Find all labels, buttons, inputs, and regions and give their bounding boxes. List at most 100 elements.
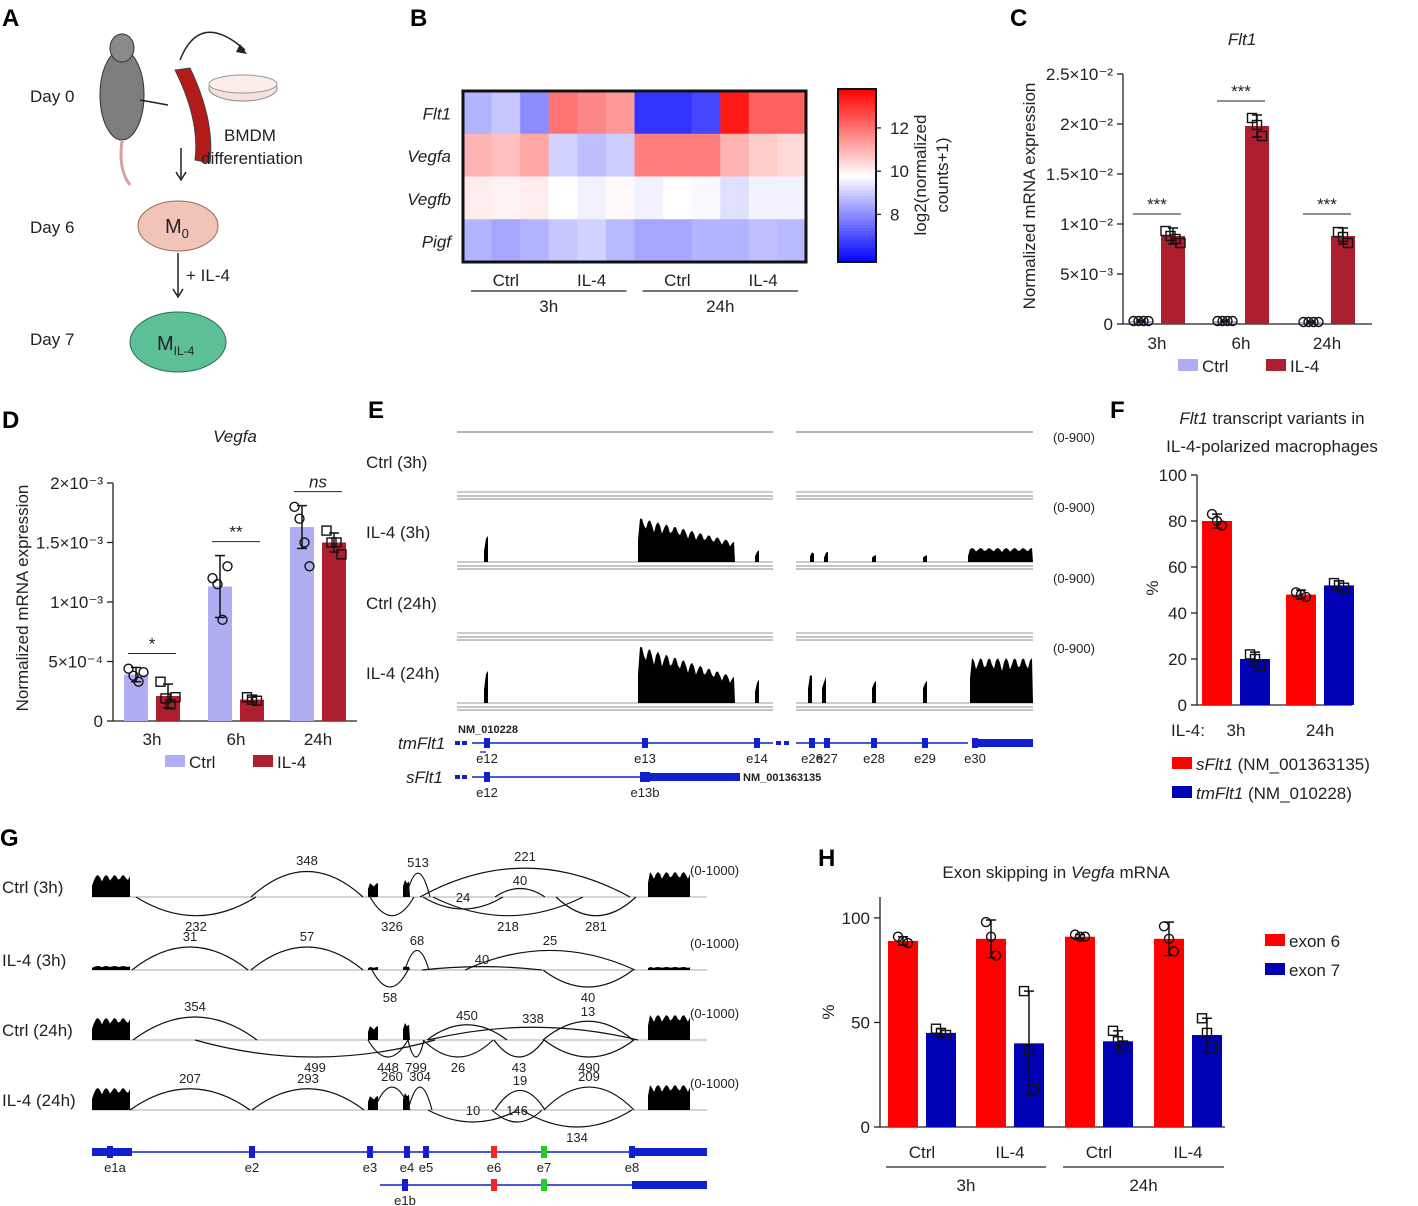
heatmap-cell — [634, 219, 664, 263]
exon — [367, 1146, 373, 1158]
heatmap-cell — [463, 219, 493, 263]
y-tick-label: 40 — [1168, 604, 1187, 623]
coverage — [824, 552, 828, 562]
junction-count: 348 — [296, 853, 318, 868]
legend-label: exon 7 — [1289, 961, 1340, 980]
junction-arc — [542, 1020, 634, 1041]
y-tick-label: 2×10⁻² — [1060, 115, 1113, 134]
data-point — [1217, 315, 1228, 327]
data-point — [331, 537, 342, 548]
y-tick-label: 80 — [1168, 512, 1187, 531]
data-point — [294, 513, 305, 524]
exon-dash — [462, 741, 467, 745]
heatmap-cell — [548, 176, 578, 220]
heatmap-cell — [777, 133, 807, 177]
data-point — [1298, 316, 1309, 328]
significance-label: *** — [1231, 82, 1251, 101]
heatmap-cell — [577, 176, 607, 220]
colorbar-step — [838, 138, 876, 142]
coverage — [822, 676, 826, 703]
data-point — [1290, 587, 1302, 598]
exon — [107, 1146, 113, 1158]
heatmap-cell — [691, 219, 721, 263]
junction-count: 490 — [578, 1060, 600, 1075]
legend-label: IL-4 — [1290, 357, 1319, 376]
colorbar-step — [838, 172, 876, 176]
colorbar-step — [838, 106, 876, 110]
colorbar-step — [838, 109, 876, 113]
data-point — [1313, 316, 1324, 328]
heatmap-cell — [663, 91, 693, 135]
data-point — [1206, 1042, 1218, 1053]
colorbar-step — [838, 129, 876, 133]
junction-count: 513 — [407, 855, 429, 870]
y-axis-label: % — [819, 1004, 838, 1019]
coverage — [872, 555, 876, 562]
heatmap-cell — [605, 176, 635, 220]
junction-arc — [419, 867, 631, 898]
y-tick-label: 0 — [861, 1118, 870, 1137]
panel-label: H — [818, 845, 835, 872]
data-point — [1163, 933, 1175, 945]
bar — [926, 1032, 956, 1127]
column-label: Ctrl — [664, 271, 690, 290]
data-point — [1018, 985, 1030, 997]
data-point — [1069, 929, 1081, 940]
colorbar-step — [838, 94, 876, 99]
heatmap-cell — [777, 219, 807, 263]
coverage — [755, 550, 759, 562]
y-tick-label: 1.5×10⁻³ — [36, 534, 103, 553]
data-point — [1338, 582, 1350, 593]
junction-count: 13 — [581, 1004, 595, 1019]
bar — [322, 542, 346, 721]
y-tick-label: 0 — [1104, 315, 1113, 334]
exon-dash — [776, 741, 781, 745]
bar — [1202, 521, 1232, 705]
data-point — [207, 573, 218, 584]
exon-label: e30 — [964, 751, 986, 766]
legend-swatch — [1172, 786, 1192, 798]
bar — [1065, 936, 1095, 1127]
data-point — [1117, 1040, 1129, 1051]
junction-arc — [367, 1039, 409, 1058]
y-tick-label: 5×10⁻³ — [1060, 265, 1113, 284]
x-tick-label: 24h — [1306, 721, 1334, 740]
junction-count: 146 — [506, 1103, 528, 1118]
significance-label: *** — [1317, 195, 1337, 214]
exon — [972, 739, 1033, 747]
x-tick-label: 3h — [143, 730, 162, 749]
junction-count: 40 — [513, 873, 527, 888]
data-point — [212, 578, 223, 590]
junction-count: 58 — [383, 990, 397, 1005]
error-bar — [986, 919, 996, 959]
y-tick-label: 20 — [1168, 650, 1187, 669]
x-tick-label: 3h — [1148, 334, 1167, 353]
junction-arc — [464, 949, 636, 971]
data-point — [1128, 315, 1139, 327]
colorbar-step — [838, 163, 876, 168]
data-point — [222, 561, 233, 572]
exon — [632, 1181, 707, 1189]
heatmap-cell — [720, 133, 750, 177]
row-label: Flt1 — [423, 104, 451, 123]
junction-count: 260 — [381, 1069, 403, 1084]
transcript-name: sFlt1 — [406, 768, 443, 787]
junction-arc — [135, 896, 257, 917]
exon-label: e13b — [631, 785, 660, 800]
data-point — [1256, 130, 1268, 142]
y-tick-label: 60 — [1168, 558, 1187, 577]
colorbar-step — [838, 158, 876, 162]
data-point — [304, 561, 315, 572]
exon — [423, 1146, 429, 1158]
row-label: Pigf — [422, 233, 454, 252]
junction-count: 25 — [543, 933, 557, 948]
y-tick-label: 5×10⁻⁴ — [48, 653, 103, 672]
coverage — [92, 966, 130, 970]
coverage — [968, 548, 1033, 562]
junction-arc — [369, 896, 415, 917]
day-label: Day 6 — [30, 218, 74, 237]
bar — [1286, 594, 1316, 705]
junction-count: 26 — [451, 1060, 465, 1075]
junction-count: 326 — [381, 919, 403, 934]
exon — [629, 1146, 635, 1158]
